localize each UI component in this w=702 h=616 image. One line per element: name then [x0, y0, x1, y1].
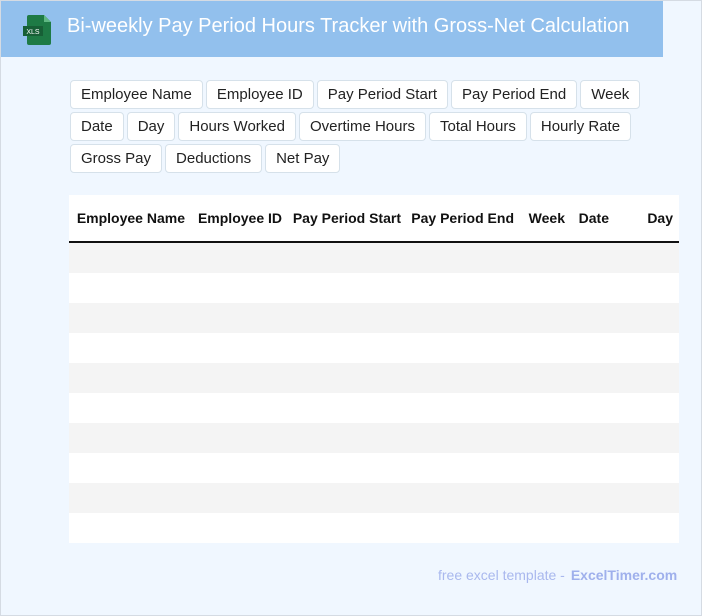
column-header: Employee ID [191, 195, 288, 241]
page-title: Bi-weekly Pay Period Hours Tracker with … [67, 15, 630, 37]
excel-file-icon: XLS [23, 15, 51, 45]
column-header-label: Pay Period End [411, 210, 514, 226]
table-row[interactable] [69, 303, 679, 333]
field-tag[interactable]: Employee ID [205, 80, 314, 109]
column-header-label: Date [578, 210, 609, 226]
table-row[interactable] [69, 423, 679, 453]
table-row[interactable] [69, 453, 679, 483]
field-tag[interactable]: Hours Worked [178, 112, 296, 141]
column-header-label: Employee ID [197, 210, 282, 226]
field-tag[interactable]: Net Pay [265, 144, 341, 173]
column-header: Day [615, 195, 679, 241]
field-tag[interactable]: Week [580, 80, 641, 109]
table-row[interactable] [69, 483, 679, 513]
field-tag[interactable]: Employee Name [70, 80, 203, 109]
field-tag[interactable]: Day [126, 112, 176, 141]
field-tag-list: Employee Name Employee ID Pay Period Start… [70, 80, 682, 173]
column-header-label: Week [528, 210, 565, 226]
table-row[interactable] [69, 393, 679, 423]
column-header: Date [571, 195, 615, 241]
footer: free excel template - ExcelTimer.com [438, 567, 677, 583]
footer-text: free excel template - [438, 567, 565, 583]
column-header: Pay Period Start [288, 195, 407, 241]
title-bar: XLS Bi-weekly Pay Period Hours Tracker w… [1, 1, 663, 57]
svg-text:XLS: XLS [26, 29, 40, 36]
field-tag[interactable]: Gross Pay [70, 144, 163, 173]
field-tag[interactable]: Date [70, 112, 124, 141]
field-tag[interactable]: Total Hours [429, 112, 527, 141]
column-header-label: Employee Name [76, 210, 185, 226]
field-tag[interactable]: Pay Period End [450, 80, 578, 109]
column-header-label: Pay Period Start [292, 210, 401, 226]
table-row[interactable] [69, 363, 679, 393]
column-header: Employee Name [69, 195, 191, 241]
field-tag[interactable]: Overtime Hours [298, 112, 426, 141]
brand-link[interactable]: ExcelTimer.com [570, 567, 678, 583]
column-header: Week [520, 195, 571, 241]
data-table: Employee Name Employee ID Pay Period Start… [69, 195, 679, 543]
table-body [69, 243, 679, 543]
field-tag[interactable]: Pay Period Start [316, 80, 448, 109]
table-header: Employee Name Employee ID Pay Period Start… [69, 195, 679, 243]
column-header: Pay Period End [407, 195, 520, 241]
table-row[interactable] [69, 513, 679, 543]
table-row[interactable] [69, 243, 679, 273]
table-row[interactable] [69, 273, 679, 303]
table-row[interactable] [69, 333, 679, 363]
column-header-label: Day [647, 210, 673, 226]
field-tag[interactable]: Hourly Rate [529, 112, 632, 141]
field-tag[interactable]: Deductions [165, 144, 263, 173]
